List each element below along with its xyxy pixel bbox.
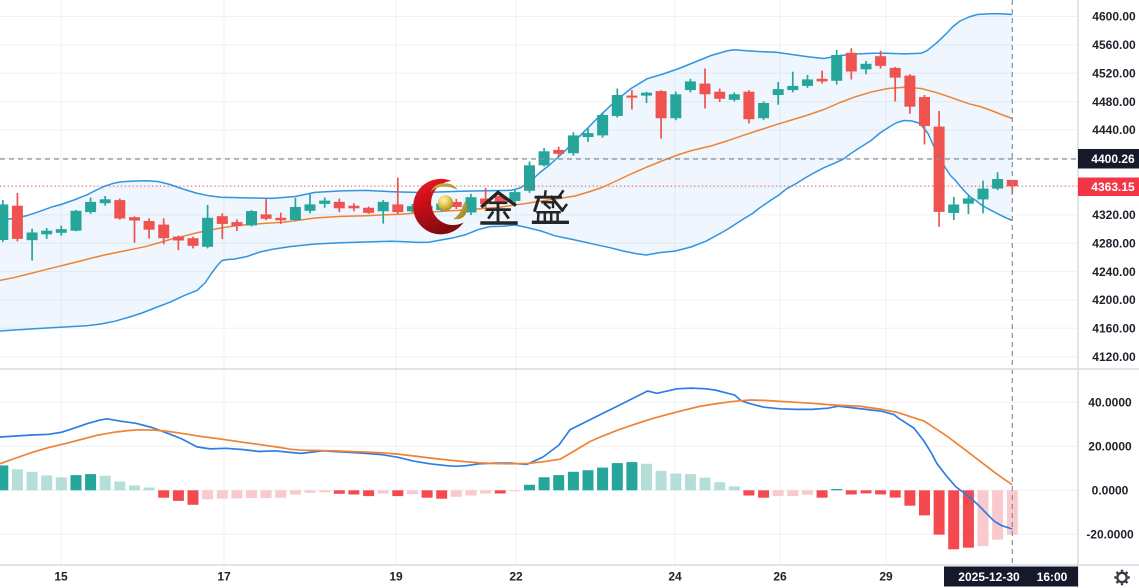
svg-text:24: 24 <box>668 570 682 584</box>
svg-text:26: 26 <box>773 570 787 584</box>
svg-text:4480.00: 4480.00 <box>1092 95 1136 109</box>
svg-text:4280.00: 4280.00 <box>1092 237 1136 251</box>
svg-text:20.0000: 20.0000 <box>1088 440 1132 454</box>
svg-text:16:00: 16:00 <box>1037 570 1068 584</box>
svg-text:4600.00: 4600.00 <box>1092 10 1136 24</box>
svg-text:4440.00: 4440.00 <box>1092 123 1136 137</box>
svg-text:17: 17 <box>217 570 231 584</box>
svg-text:2025-12-30: 2025-12-30 <box>958 570 1020 584</box>
svg-text:19: 19 <box>389 570 403 584</box>
svg-text:22: 22 <box>509 570 523 584</box>
svg-text:4240.00: 4240.00 <box>1092 265 1136 279</box>
svg-text:4400.26: 4400.26 <box>1091 152 1135 166</box>
svg-text:4200.00: 4200.00 <box>1092 293 1136 307</box>
svg-text:4520.00: 4520.00 <box>1092 66 1136 80</box>
svg-text:-20.0000: -20.0000 <box>1086 528 1134 542</box>
svg-text:15: 15 <box>54 570 68 584</box>
svg-text:4320.00: 4320.00 <box>1092 208 1136 222</box>
svg-text:29: 29 <box>879 570 893 584</box>
svg-text:40.0000: 40.0000 <box>1088 396 1132 410</box>
svg-text:4560.00: 4560.00 <box>1092 38 1136 52</box>
svg-text:4120.00: 4120.00 <box>1092 350 1136 364</box>
svg-text:4160.00: 4160.00 <box>1092 322 1136 336</box>
svg-text:4363.15: 4363.15 <box>1091 180 1135 194</box>
svg-text:0.0000: 0.0000 <box>1092 484 1129 498</box>
